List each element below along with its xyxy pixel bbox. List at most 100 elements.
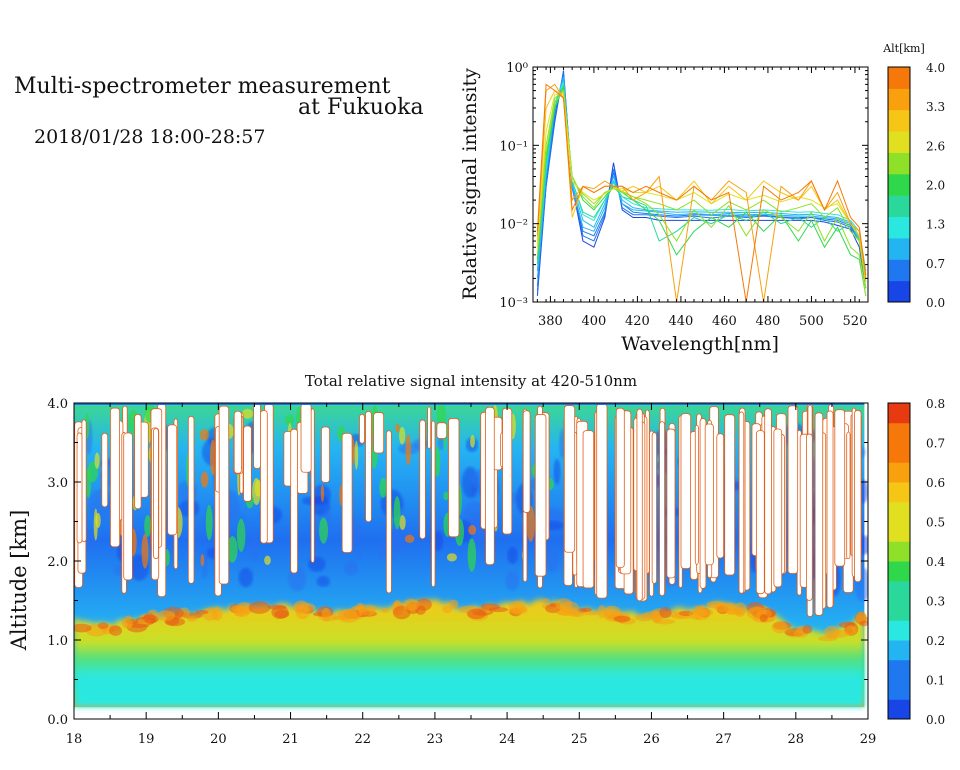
- heatmap-clear-region: [522, 410, 531, 513]
- heatmap-streak-blob: [87, 461, 98, 483]
- heatmap-blue-blob: [88, 489, 113, 522]
- heatmap-cloudbase-blob: [613, 615, 631, 623]
- heatmap-streak-blob: [320, 484, 325, 503]
- spectrum-series-line: [536, 72, 867, 291]
- spectrum-series-line: [536, 74, 867, 287]
- heatmap-streak-blob: [200, 471, 209, 488]
- spectrum-x-tick-label: 440: [669, 314, 694, 329]
- heatmap-streak-blob: [284, 414, 295, 426]
- heatmap-clear-region: [680, 413, 692, 569]
- heatmap-y-axis-label: Altitude [km]: [7, 510, 31, 652]
- heatmap-clear-region: [716, 433, 725, 559]
- heatmap-x-tick-label: 20: [210, 732, 227, 747]
- heatmap-clear-region: [365, 410, 372, 523]
- heatmap-x-tick-label: 18: [66, 732, 83, 747]
- heatmap-cloudbase-blob: [358, 608, 376, 616]
- heatmap-clear-region: [854, 409, 862, 583]
- intensity-colorbar-band: [888, 501, 910, 522]
- heatmap-clear-region: [651, 432, 657, 584]
- heatmap-blue-blob: [316, 575, 330, 587]
- intensity-colorbar-band: [888, 541, 910, 562]
- spectrum-y-tick-label: 10⁰: [506, 61, 528, 76]
- heatmap-clear-region: [187, 415, 195, 584]
- heatmap-cloudbase-blob: [581, 607, 592, 612]
- heatmap-streak-blob: [205, 504, 213, 541]
- heatmap-x-tick-label: 25: [571, 732, 588, 747]
- intensity-colorbar-band: [888, 422, 910, 443]
- heatmap-cloudbase-blob: [651, 611, 660, 623]
- altitude-colorbar-tick-label: 4.0: [926, 61, 945, 75]
- altitude-colorbar-frame: [887, 66, 911, 303]
- heatmap-cloudbase-blob: [688, 609, 710, 621]
- heatmap-clear-region: [502, 407, 513, 535]
- altitude-colorbar-tick-label: 2.6: [926, 139, 945, 153]
- intensity-colorbar-band: [888, 679, 910, 700]
- altitude-colorbar-band: [888, 259, 910, 282]
- heatmap-cloudbase-blob: [859, 620, 868, 627]
- heatmap-y-tick-label: 1.0: [47, 634, 68, 649]
- heatmap-clear-region: [300, 403, 312, 473]
- heatmap-axes: 18 19 20 21 22 23 24 25 26 27 28 29 0.0 1.0 2.0 3.0 4.0: [47, 397, 876, 747]
- spectrum-series-line: [536, 78, 867, 276]
- intensity-colorbar-tick-label: 0.6: [926, 476, 945, 490]
- altitude-colorbar-band: [888, 109, 910, 132]
- spectrum-series-line: [536, 89, 867, 289]
- heatmap-y-tick-label: 0.0: [47, 713, 68, 728]
- heatmap-streak-blob: [434, 446, 441, 477]
- intensity-colorbar-tick-label: 0.4: [926, 555, 945, 569]
- spectrum-y-tick-label: 10⁻³: [499, 296, 528, 311]
- heatmap-blue-blob: [84, 530, 97, 551]
- figure-title-line2: at Fukuoka: [298, 95, 424, 120]
- heatmap-streak-blob: [526, 505, 535, 542]
- heatmap-clear-region: [385, 430, 392, 594]
- spectrum-x-tick-label: 480: [756, 314, 781, 329]
- intensity-colorbar-band: [888, 699, 910, 720]
- heatmap-cloudbase-blob: [74, 623, 92, 633]
- spectrum-x-tick-label: 400: [581, 314, 606, 329]
- heatmap-clear-region: [233, 410, 242, 474]
- heatmap-clear-region: [101, 432, 109, 508]
- intensity-colorbar-band: [888, 640, 910, 661]
- heatmap-blue-blob: [437, 435, 444, 451]
- heatmap-cloudbase-blob: [211, 606, 223, 621]
- intensity-colorbar: 0.8 0.7 0.6 0.5 0.4 0.3 0.2 0.1 0.0: [887, 397, 945, 727]
- heatmap-streak-blob: [141, 533, 149, 569]
- heatmap-streak-blob: [468, 525, 477, 535]
- heatmap-streak-blob: [200, 554, 205, 567]
- intensity-colorbar-tick-label: 0.8: [926, 397, 945, 411]
- intensity-colorbar-band: [888, 659, 910, 680]
- altitude-colorbar-tick-label: 3.3: [926, 100, 945, 114]
- heatmap-clear-region: [659, 421, 665, 597]
- heatmap-cloudbase-blob: [442, 605, 453, 614]
- heatmap-blue-blob: [355, 550, 363, 559]
- heatmap-cloudbase-blob: [295, 605, 310, 620]
- altitude-colorbar-band: [888, 195, 910, 218]
- heatmap-clear-region: [123, 432, 133, 581]
- spectrum-series-line: [536, 70, 867, 296]
- altitude-colorbar-band: [888, 173, 910, 196]
- heatmap-cloudbase-blob: [654, 619, 675, 625]
- intensity-colorbar-tick-label: 0.2: [926, 634, 945, 648]
- heatmap-streak-blob: [393, 496, 401, 530]
- altitude-colorbar-band: [888, 88, 910, 111]
- heatmap-cloudbase-blob: [403, 598, 420, 611]
- heatmap-streak-blob: [254, 479, 262, 497]
- heatmap-clear-region: [787, 405, 799, 574]
- heatmap-blue-blob: [344, 560, 359, 576]
- heatmap-x-tick-label: 22: [354, 732, 371, 747]
- heatmap-streak-blob: [395, 423, 400, 433]
- heatmap-streak-blob: [354, 440, 359, 470]
- spectrum-y-axis-label: Relative signal intensity: [459, 68, 481, 300]
- heatmap-clear-region: [448, 418, 460, 538]
- heatmap-clear-region: [427, 406, 432, 449]
- heatmap-clear-region: [310, 408, 315, 563]
- figure-subtitle: 2018/01/28 18:00-28:57: [34, 126, 266, 148]
- heatmap-cloudbase-blob: [488, 606, 508, 613]
- heatmap-clear-region: [419, 419, 426, 540]
- altitude-colorbar-band: [888, 67, 910, 89]
- heatmap-streak-blob: [210, 439, 216, 476]
- spectrum-axes: 380 400 420 440 460 480 500 520 10⁰ 10⁻¹ 10⁻² 10⁻³: [499, 61, 869, 329]
- heatmap-cloudbase-blob: [556, 609, 574, 616]
- heatmap-x-tick-label: 23: [427, 732, 444, 747]
